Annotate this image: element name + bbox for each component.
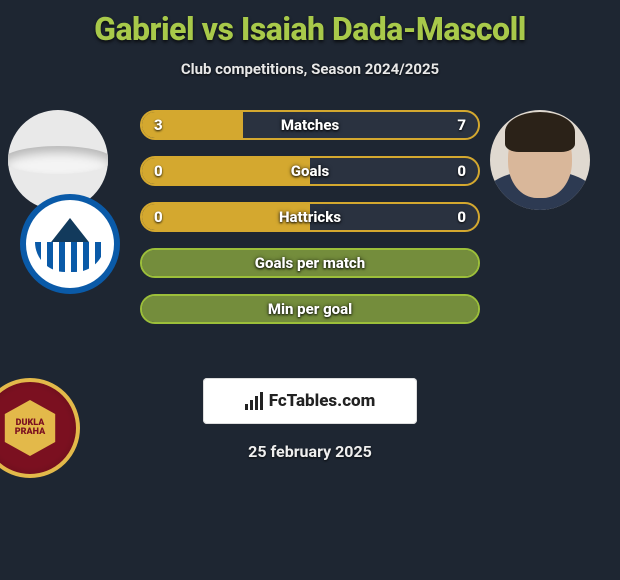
placeholder-ellipse [8, 146, 108, 174]
portrait-hair [505, 112, 575, 152]
stat-bar-label: Matches [142, 112, 478, 138]
date-stamp: 25 february 2025 [0, 442, 620, 461]
comparison-stage: DUKLAPRAHA Matches37Goals00Hattricks00Go… [0, 110, 620, 370]
watermark-badge: FcTables.com [203, 378, 417, 424]
stat-bar-right-value: 0 [457, 204, 466, 230]
dukla-shield-icon: DUKLAPRAHA [2, 400, 58, 456]
stat-bar-row: Goals per match [140, 248, 480, 278]
stat-bar-row: Min per goal [140, 294, 480, 324]
player-right-portrait [490, 110, 590, 210]
stat-bar-label: Goals [142, 158, 478, 184]
club-crest-right: DUKLAPRAHA [0, 378, 80, 478]
club-crest-left [20, 194, 120, 294]
stat-bar-left-value: 0 [154, 158, 163, 184]
stat-bar-label: Hattricks [142, 204, 478, 230]
bar-chart-icon [245, 392, 263, 410]
stat-bars: Matches37Goals00Hattricks00Goals per mat… [140, 110, 480, 340]
stat-bar-row: Matches3 7 [140, 110, 480, 140]
stat-bar-left-value: 3 [154, 112, 163, 138]
watermark-text: FcTables.com [269, 391, 376, 411]
stat-bar-label: Min per goal [142, 296, 478, 322]
stat-bar-left-value: 0 [154, 204, 163, 230]
page-title: Gabriel vs Isaiah Dada-Mascoll [0, 0, 620, 48]
stat-bar-row: Goals0 0 [140, 156, 480, 186]
stat-bar-right-value: 7 [457, 112, 466, 138]
slovan-mountain-icon [48, 218, 92, 246]
stat-bar-row: Hattricks0 0 [140, 202, 480, 232]
stat-bar-label: Goals per match [142, 250, 478, 276]
stat-bar-right-value: 0 [457, 158, 466, 184]
subtitle: Club competitions, Season 2024/2025 [0, 60, 620, 78]
